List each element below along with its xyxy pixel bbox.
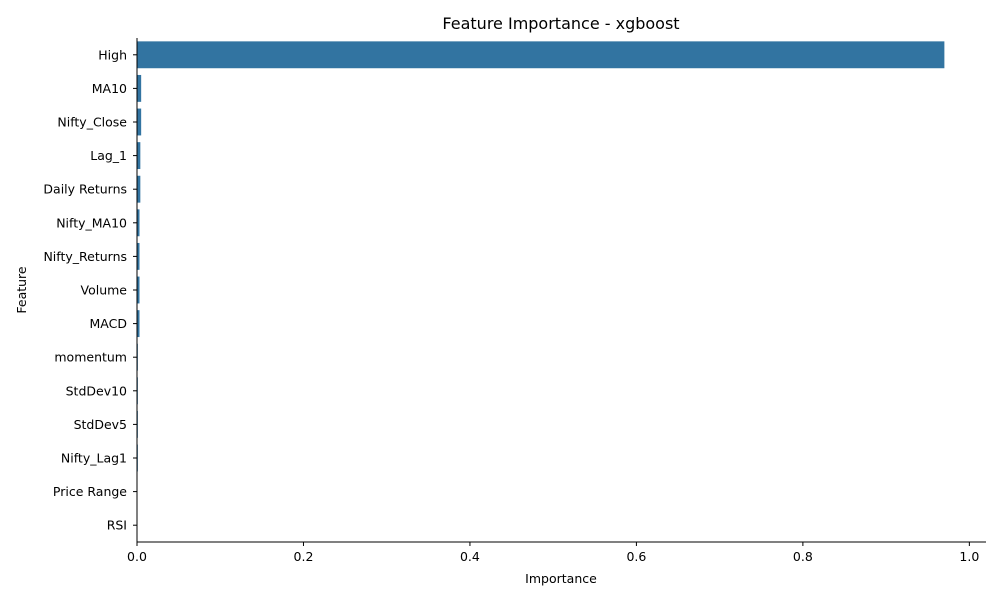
y-tick-label: Nifty_Returns [43,249,127,264]
y-tick-label: High [98,47,127,62]
bar-macd [137,310,140,338]
bar-nifty-close [137,108,142,136]
x-tick-label: 0.0 [127,549,147,564]
y-tick-label: Nifty_Close [57,115,127,130]
y-tick-label: StdDev10 [66,383,127,398]
y-tick-label: Price Range [53,484,127,499]
x-tick-label: 0.8 [793,549,813,564]
bars-group [137,41,945,539]
x-tick-label: 0.2 [294,549,314,564]
y-tick-label: MACD [90,316,127,331]
y-tick-label: Volume [81,283,128,298]
bar-volume [137,276,140,304]
y-tick-label: Daily Returns [43,182,127,197]
y-axis-label: Feature [14,266,29,314]
y-tick-label: Nifty_MA10 [56,215,127,230]
y-tick-label: MA10 [92,81,127,96]
bar-high [137,41,945,69]
y-tick-label: StdDev5 [74,417,127,432]
x-tick-label: 1.0 [959,549,979,564]
bar-daily-returns [137,175,141,203]
bar-lag-1 [137,142,141,170]
y-tick-label: Lag_1 [90,148,127,163]
y-axis-ticks: High MA10 Nifty_Close Lag_1 Daily Returns Nif… [43,47,137,533]
x-axis-ticks: 0.0 0.2 0.4 0.6 0.8 1.0 [127,542,979,564]
y-tick-label: RSI [107,518,127,533]
chart-title: Feature Importance - xgboost [442,14,679,33]
bar-ma10 [137,74,142,102]
x-axis-label: Importance [525,571,597,586]
y-tick-label: momentum [54,350,127,365]
x-tick-label: 0.6 [626,549,646,564]
bar-nifty-returns [137,242,140,270]
y-tick-label: Nifty_Lag1 [61,451,127,466]
bar-nifty-ma10 [137,209,140,237]
x-tick-label: 0.4 [460,549,480,564]
